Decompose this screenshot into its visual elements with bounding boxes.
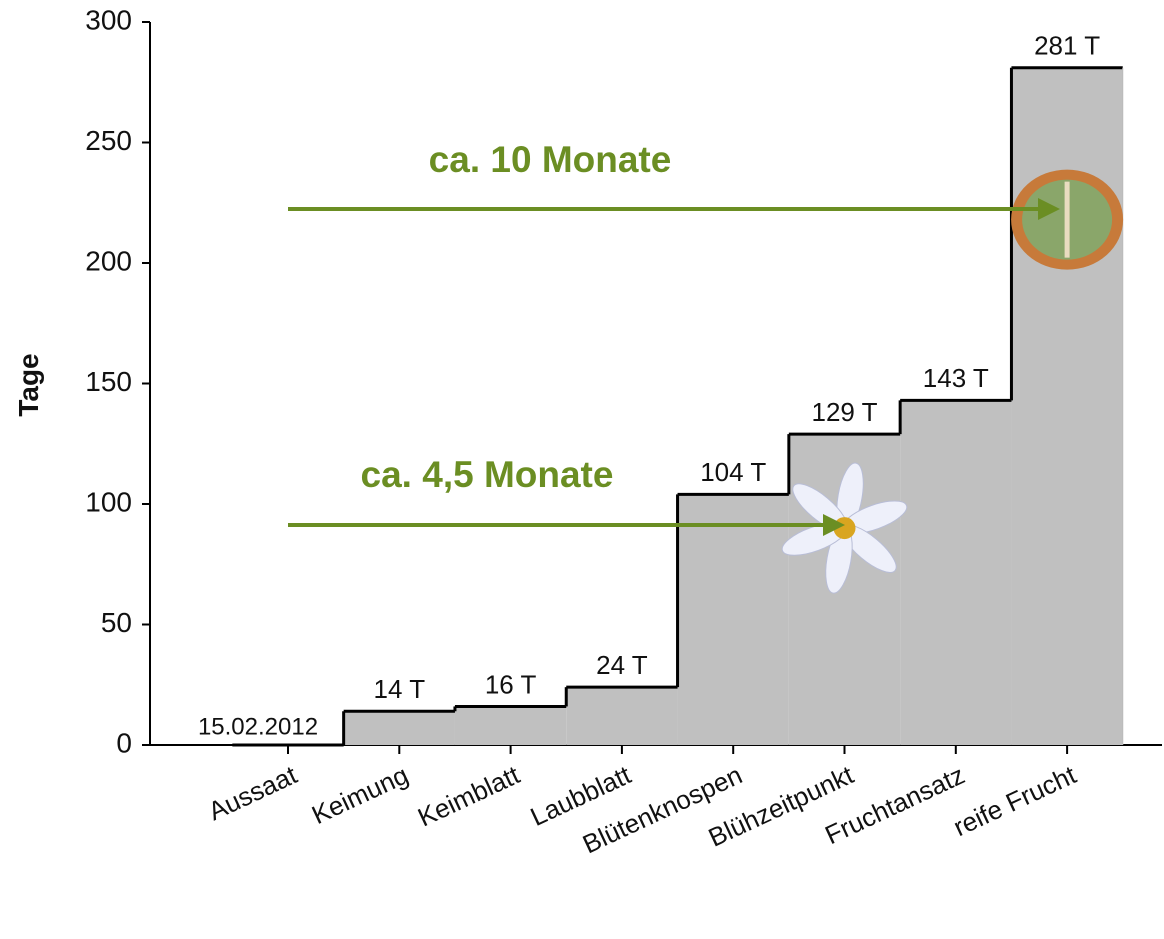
x-tick-label: Aussaat xyxy=(204,759,303,826)
step-area xyxy=(677,494,789,745)
step-area xyxy=(900,400,1012,745)
step-area xyxy=(1011,67,1123,746)
value-label: 129 T xyxy=(811,397,877,427)
value-label: 104 T xyxy=(700,457,766,487)
start-label: 15.02.2012 xyxy=(198,713,318,740)
value-label: 16 T xyxy=(485,669,537,699)
arrow-head xyxy=(823,514,845,536)
step-area xyxy=(343,711,455,745)
y-tick-label: 50 xyxy=(101,607,132,638)
y-tick-label: 200 xyxy=(85,245,132,276)
x-tick-label: Keimblatt xyxy=(413,759,525,832)
step-area xyxy=(566,687,678,745)
step-area xyxy=(454,706,567,745)
annotation-text: ca. 10 Monate xyxy=(429,139,672,180)
annotation-text: ca. 4,5 Monate xyxy=(361,454,614,495)
value-label: 24 T xyxy=(596,650,648,680)
x-tick-label: Keimung xyxy=(307,759,413,830)
y-tick-label: 300 xyxy=(85,4,132,35)
y-tick-label: 250 xyxy=(85,125,132,156)
y-tick-label: 0 xyxy=(116,727,132,758)
y-axis-label: Tage xyxy=(13,353,44,416)
value-label: 14 T xyxy=(374,674,426,704)
x-tick-label: reife Frucht xyxy=(949,759,1082,842)
y-tick-label: 150 xyxy=(85,366,132,397)
y-tick-label: 100 xyxy=(85,486,132,517)
value-label: 143 T xyxy=(923,363,989,393)
value-label: 281 T xyxy=(1034,31,1100,61)
arrow-head xyxy=(1038,198,1060,220)
fruit-image xyxy=(1011,169,1124,270)
